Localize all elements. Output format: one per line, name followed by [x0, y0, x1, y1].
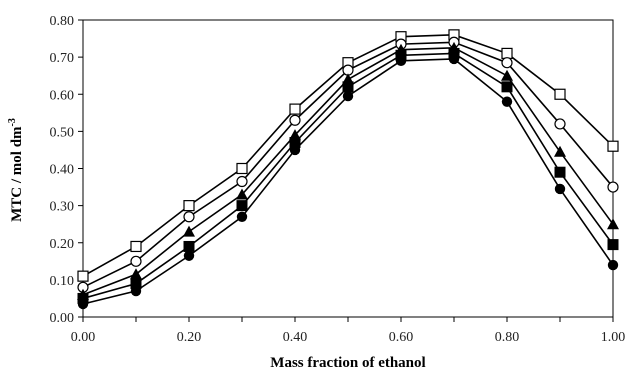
tick-labels: 0.00 0.10 0.20 0.30 0.40 0.50 0.60 0.70 0.80 0.00…	[50, 14, 626, 345]
series-open-square	[77, 29, 619, 282]
data-point-filled-circle-10	[607, 259, 619, 271]
data-point-open-circle-4	[289, 114, 301, 126]
x-tick-label-5: 1.00	[601, 330, 626, 345]
data-point-filled-triangle-9	[554, 145, 566, 157]
data-point-filled-triangle-1	[130, 268, 142, 280]
data-point-filled-triangle-8	[501, 69, 513, 81]
data-point-open-circle-10	[607, 181, 619, 193]
data-point-filled-circle-4	[289, 144, 301, 156]
data-point-filled-triangle-10	[607, 218, 619, 230]
data-point-filled-triangle-2	[183, 225, 195, 237]
x-axis-title: Mass fraction of ethanol	[270, 355, 425, 371]
data-point-filled-square-3	[236, 200, 248, 212]
series-group	[77, 29, 619, 310]
y-tick-label-8: 0.80	[50, 14, 75, 29]
y-tick-label-2: 0.20	[50, 237, 75, 252]
data-point-filled-square-2	[183, 240, 195, 252]
y-tick-label-0: 0.00	[50, 311, 75, 326]
data-point-open-square-3	[236, 162, 248, 175]
data-point-open-square-2	[183, 200, 195, 212]
data-point-open-square-0	[77, 270, 89, 282]
series-filled-circle	[77, 53, 619, 310]
y-tick-label-7: 0.70	[50, 51, 75, 66]
data-point-filled-circle-7	[448, 53, 460, 65]
series-filled-triangle	[77, 41, 619, 300]
x-tick-label-0: 0.00	[71, 330, 96, 345]
data-point-open-square-9	[554, 88, 566, 100]
data-point-filled-square-5	[342, 81, 354, 93]
y-tick-label-1: 0.10	[50, 274, 75, 289]
data-point-open-square-8	[501, 47, 513, 60]
x-tick-label-4: 0.80	[495, 330, 520, 345]
data-point-filled-circle-6	[395, 55, 407, 67]
x-tick-label-2: 0.40	[283, 330, 308, 345]
y-tick-label-6: 0.60	[50, 88, 75, 103]
data-point-open-circle-3	[236, 175, 248, 188]
x-tick-label-1: 0.20	[177, 330, 202, 345]
data-point-filled-circle-0	[77, 298, 89, 310]
y-tick-label-5: 0.50	[50, 125, 75, 140]
y-tick-label-3: 0.30	[50, 200, 75, 215]
data-point-filled-triangle-3	[236, 188, 248, 200]
data-point-open-circle-8	[501, 57, 513, 69]
data-point-filled-circle-1	[130, 285, 142, 297]
x-tick-label-3: 0.60	[389, 330, 414, 345]
data-point-open-square-10	[607, 140, 619, 152]
y-tick-label-4: 0.40	[50, 163, 75, 178]
data-point-open-circle-1	[130, 255, 142, 267]
data-point-open-circle-2	[183, 211, 195, 223]
data-point-filled-square-10	[607, 239, 619, 251]
data-point-filled-circle-9	[554, 183, 566, 195]
data-point-open-circle-9	[554, 118, 566, 130]
data-point-open-square-4	[289, 103, 301, 115]
y-axis-title: MTC / mol dm-3	[7, 118, 25, 222]
data-point-filled-circle-3	[236, 211, 248, 222]
data-point-filled-circle-2	[183, 250, 195, 261]
data-point-filled-circle-8	[501, 96, 513, 107]
series-filled-square	[77, 47, 619, 304]
y-axis-title-main: MTC / mol dm	[9, 126, 25, 222]
data-point-filled-square-9	[554, 166, 566, 178]
data-point-open-square-1	[130, 240, 142, 253]
y-axis-title-exponent: -3	[7, 118, 18, 126]
data-point-filled-square-8	[501, 81, 513, 93]
series-open-circle	[77, 36, 619, 293]
data-point-filled-circle-5	[342, 90, 354, 102]
axis-ticks	[78, 19, 614, 322]
